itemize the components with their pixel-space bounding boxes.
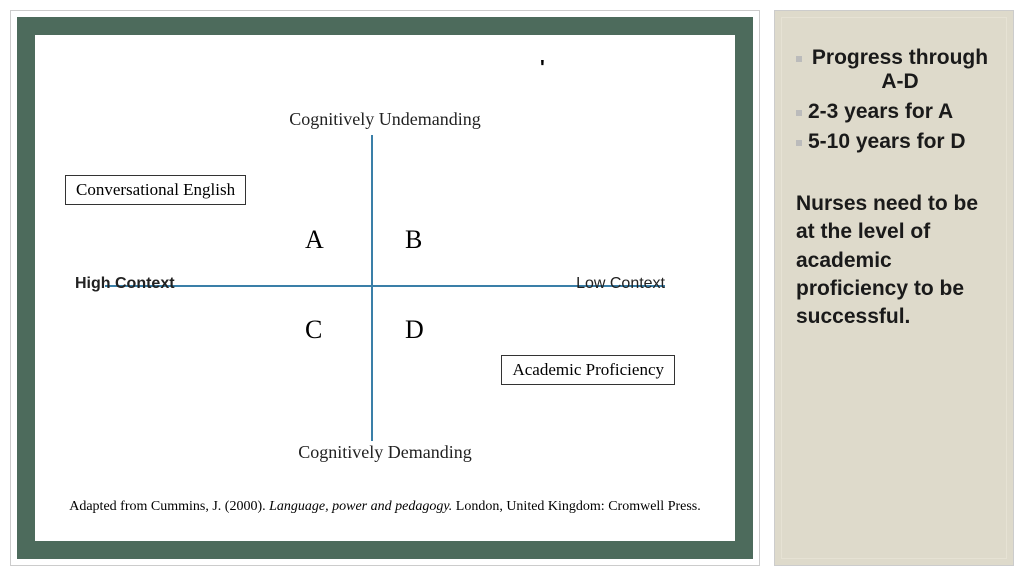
bullet-text: 2-3 years for A [808,100,953,124]
quadrant-a-label: A [305,225,324,255]
square-bullet-icon [796,56,802,62]
quadrant-diagram: ' Cognitively Undemanding Cognitively De… [35,35,735,541]
top-axis-label: Cognitively Undemanding [35,109,735,130]
citation-prefix: Adapted from Cummins, J. (2000). [69,499,269,514]
bottom-axis-label: Cognitively Demanding [35,442,735,463]
quadrant-d-label: D [405,315,424,345]
side-panel-inner: Progress through A-D 2-3 years for A 5-1… [781,17,1007,559]
side-body-text: Nurses need to be at the level of academ… [796,190,992,332]
quadrant-c-label: C [305,315,322,345]
quadrant-b-label: B [405,225,422,255]
left-axis-label: High Context [75,275,175,293]
bullet-item: 2-3 years for A [796,100,992,124]
bullet-item: Progress through A-D [796,46,992,94]
square-bullet-icon [796,140,802,146]
annotation-academic-proficiency: Academic Proficiency [501,355,675,385]
citation-suffix: London, United Kingdom: Cromwell Press. [452,499,701,514]
vertical-axis [371,135,373,441]
annotation-conversational-english: Conversational English [65,175,246,205]
square-bullet-icon [796,110,802,116]
diagram-frame: ' Cognitively Undemanding Cognitively De… [17,17,753,559]
bullet-text: 5-10 years for D [808,130,966,154]
bullet-text: Progress through A-D [808,46,992,94]
stray-mark: ' [540,57,545,80]
side-panel: Progress through A-D 2-3 years for A 5-1… [774,10,1014,566]
citation: Adapted from Cummins, J. (2000). Languag… [35,499,735,515]
citation-title: Language, power and pedagogy. [269,499,452,514]
diagram-card: ' Cognitively Undemanding Cognitively De… [10,10,760,566]
right-axis-label: Low Context [576,275,665,293]
bullet-item: 5-10 years for D [796,130,992,154]
